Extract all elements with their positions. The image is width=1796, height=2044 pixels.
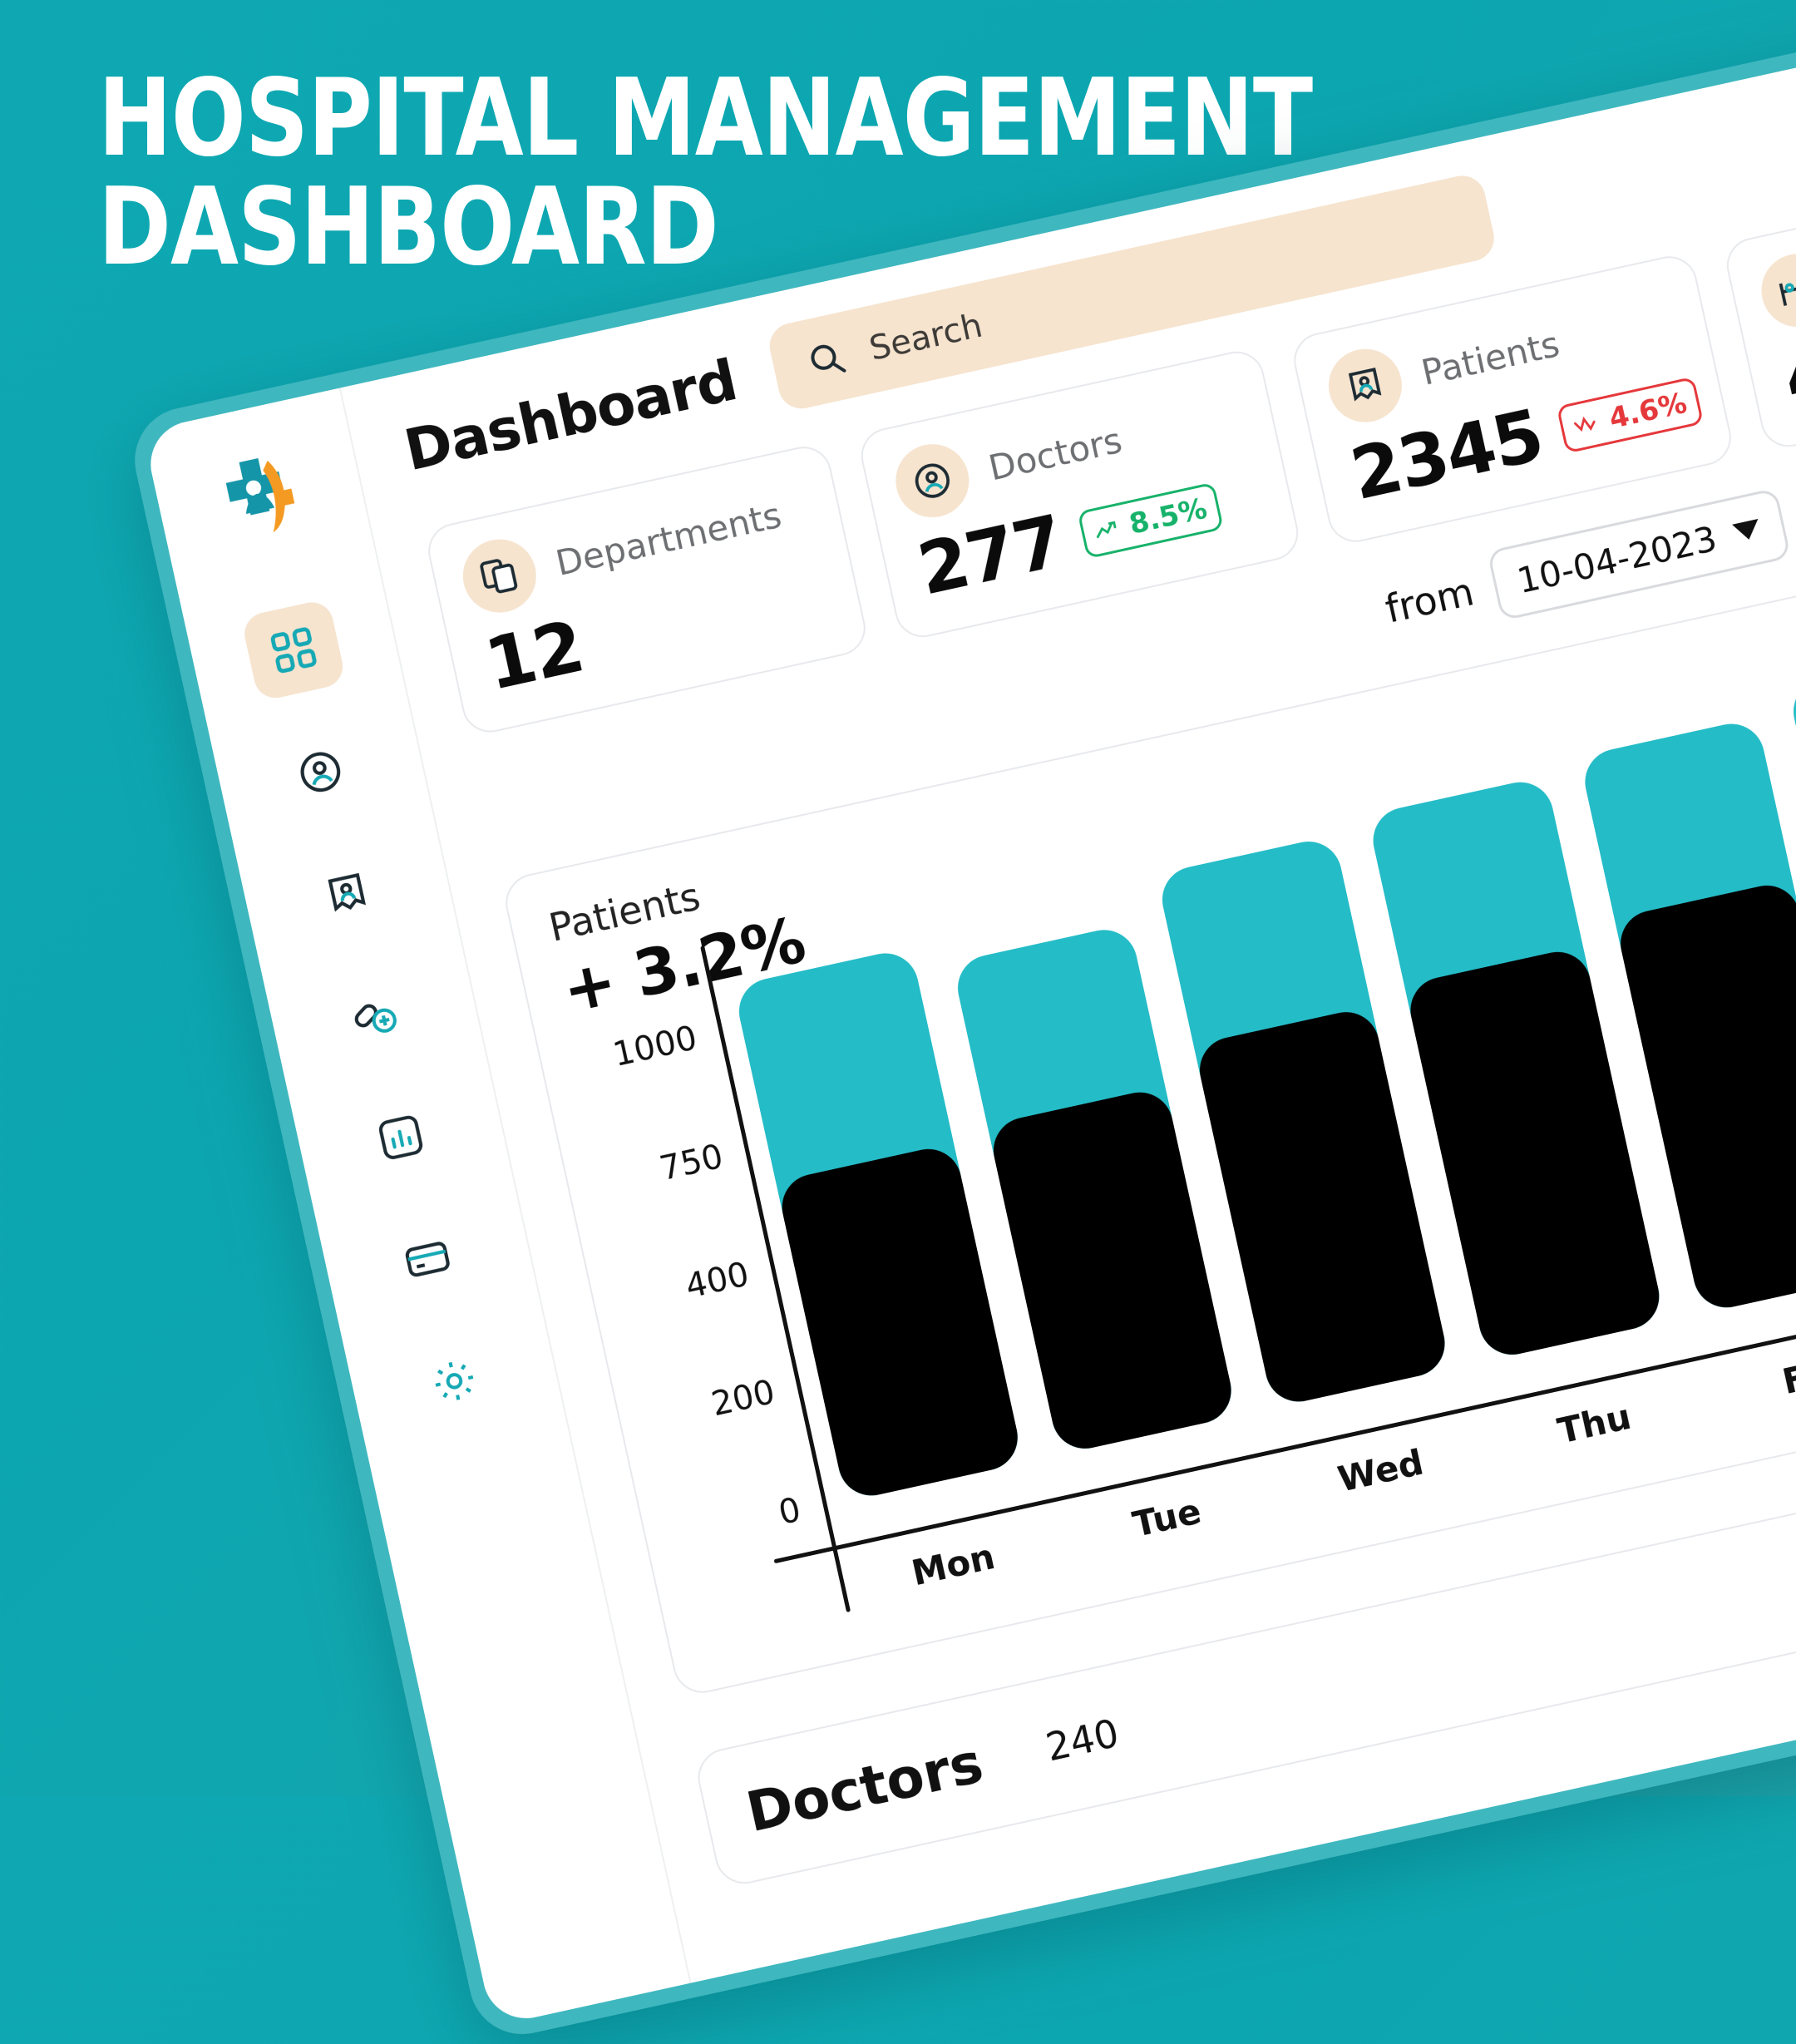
y-tick: 1000	[609, 1019, 701, 1075]
stat-cards-row: Departments 12 Doctors	[422, 156, 1796, 738]
main-content: Dashboard Search	[341, 0, 1796, 1983]
y-tick: 750	[656, 1137, 727, 1188]
bar-chart: 1000 750 400 200 0	[575, 646, 1796, 1659]
gear-icon	[435, 1361, 474, 1400]
page-title: Dashboard	[398, 347, 743, 484]
doctor-icon-wrap	[888, 437, 976, 525]
sidebar-item-billing[interactable]	[374, 1207, 481, 1311]
sidebar-item-settings[interactable]	[402, 1329, 508, 1433]
topbar: Dashboard Search	[397, 36, 1796, 494]
grid-dashboard-icon	[270, 627, 317, 674]
stat-card-head: Patients	[1321, 282, 1681, 430]
stat-card-departments[interactable]: Departments 12	[422, 441, 871, 738]
hospital-logo	[225, 458, 295, 533]
stat-card-rooms[interactable]: Rooms 4345	[1721, 156, 1796, 452]
device-frame: Dashboard Search	[125, 0, 1796, 2044]
y-tick: 0	[775, 1490, 805, 1533]
stat-card-delta: 4.6%	[1606, 386, 1690, 437]
chevron-down-icon	[1731, 519, 1762, 543]
date-from-value: 10-04-2023	[1513, 517, 1720, 601]
stat-card-trend-down: 4.6%	[1557, 376, 1704, 454]
poster-title: Hospital Management Dashboard	[98, 57, 1313, 289]
patient-card-icon	[328, 872, 367, 912]
sidebar-item-reports[interactable]	[348, 1085, 454, 1189]
stat-card-doctors[interactable]: Doctors 277 8.5%	[856, 346, 1304, 643]
stat-card-head: Rooms	[1754, 187, 1796, 334]
patient-card-icon	[1348, 368, 1382, 402]
y-tick: 200	[708, 1373, 779, 1424]
doctor-user-icon	[915, 463, 950, 498]
stat-card-delta: 8.5%	[1126, 491, 1211, 541]
stat-card-value: 277	[910, 499, 1070, 612]
sidebar	[142, 388, 692, 2027]
dashboard-mockup: Dashboard Search	[125, 0, 1796, 2044]
stat-card-label: Departments	[551, 494, 786, 584]
doctors-panel-title: Doctors	[741, 1730, 989, 1845]
sidebar-item-dashboard[interactable]	[240, 598, 348, 703]
trend-down-icon	[1574, 416, 1596, 432]
app-screen: Dashboard Search	[142, 0, 1796, 2027]
sidebar-item-doctors[interactable]	[267, 720, 373, 824]
departments-icon-wrap	[456, 532, 544, 620]
trend-up-icon	[1096, 521, 1116, 539]
sidebar-item-pharmacy[interactable]	[321, 964, 427, 1068]
sidebar-item-patients[interactable]	[294, 842, 401, 945]
search-input[interactable]: Search	[765, 171, 1498, 413]
stat-card-body: 277 8.5%	[907, 462, 1266, 612]
stat-card-label: Patients	[1418, 323, 1563, 393]
poster-title-line-1: Hospital Management	[98, 57, 1313, 180]
pills-plus-icon	[354, 1004, 397, 1033]
stat-card-patients[interactable]: Patients 2345 4.6%	[1288, 250, 1737, 548]
sidebar-spacer	[471, 1461, 591, 2005]
stat-card-head: Doctors	[888, 378, 1248, 525]
stat-card-label: Doctors	[984, 419, 1126, 489]
bed-icon	[1779, 277, 1796, 306]
search-placeholder: Search	[866, 306, 986, 368]
search-icon	[811, 344, 846, 373]
doctors-panel-value: 240	[1041, 1710, 1123, 1770]
stat-card-value: 12	[478, 605, 590, 708]
chart-bar-icon	[378, 1115, 423, 1159]
poster-title-line-2: Dashboard	[98, 165, 719, 289]
date-from-field[interactable]: 10-04-2023	[1486, 487, 1792, 621]
departments-icon	[480, 559, 518, 594]
stat-card-trend-up: 8.5%	[1077, 481, 1224, 560]
rooms-icon-wrap	[1754, 246, 1796, 334]
y-tick: 400	[682, 1255, 752, 1306]
patient-icon-wrap	[1321, 342, 1409, 430]
stat-card-head: Departments	[456, 472, 815, 620]
doctor-user-icon	[300, 752, 341, 792]
credit-card-icon	[405, 1242, 450, 1277]
stat-card-body: 2345 4.6%	[1340, 367, 1704, 516]
date-from-label: from	[1381, 569, 1478, 632]
